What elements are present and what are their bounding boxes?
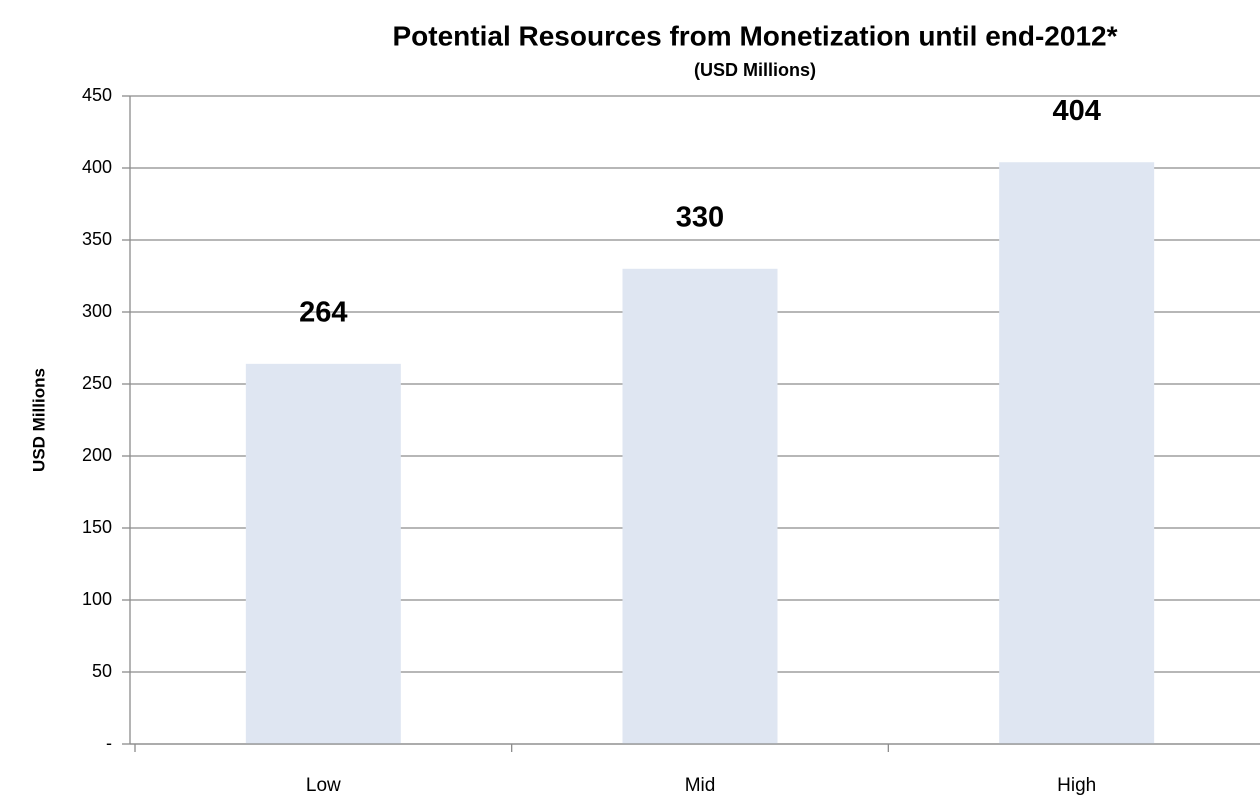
y-tick-label: 250 [82, 373, 112, 393]
chart-title: Potential Resources from Monetization un… [392, 20, 1117, 51]
y-tick-label: 300 [82, 301, 112, 321]
data-label: 330 [676, 201, 724, 233]
y-tick-label: 350 [82, 229, 112, 249]
y-axis-label: USD Millions [29, 368, 48, 472]
y-tick-label: 100 [82, 589, 112, 609]
x-tick-label: Mid [685, 775, 716, 796]
y-tick-label: 50 [92, 661, 112, 681]
bar [999, 162, 1155, 745]
bar [622, 268, 778, 744]
bar [245, 363, 401, 744]
y-tick-label: 400 [82, 157, 112, 177]
data-label: 404 [1052, 95, 1100, 127]
chart-subtitle: (USD Millions) [694, 60, 816, 80]
data-label: 264 [299, 296, 347, 328]
y-tick-label: 200 [82, 445, 112, 465]
y-tick-label: 450 [82, 85, 112, 105]
x-tick-label: Low [306, 775, 341, 796]
x-tick-label: High [1057, 775, 1096, 796]
y-tick-label: 150 [82, 517, 112, 537]
y-tick-label: - [106, 733, 112, 753]
